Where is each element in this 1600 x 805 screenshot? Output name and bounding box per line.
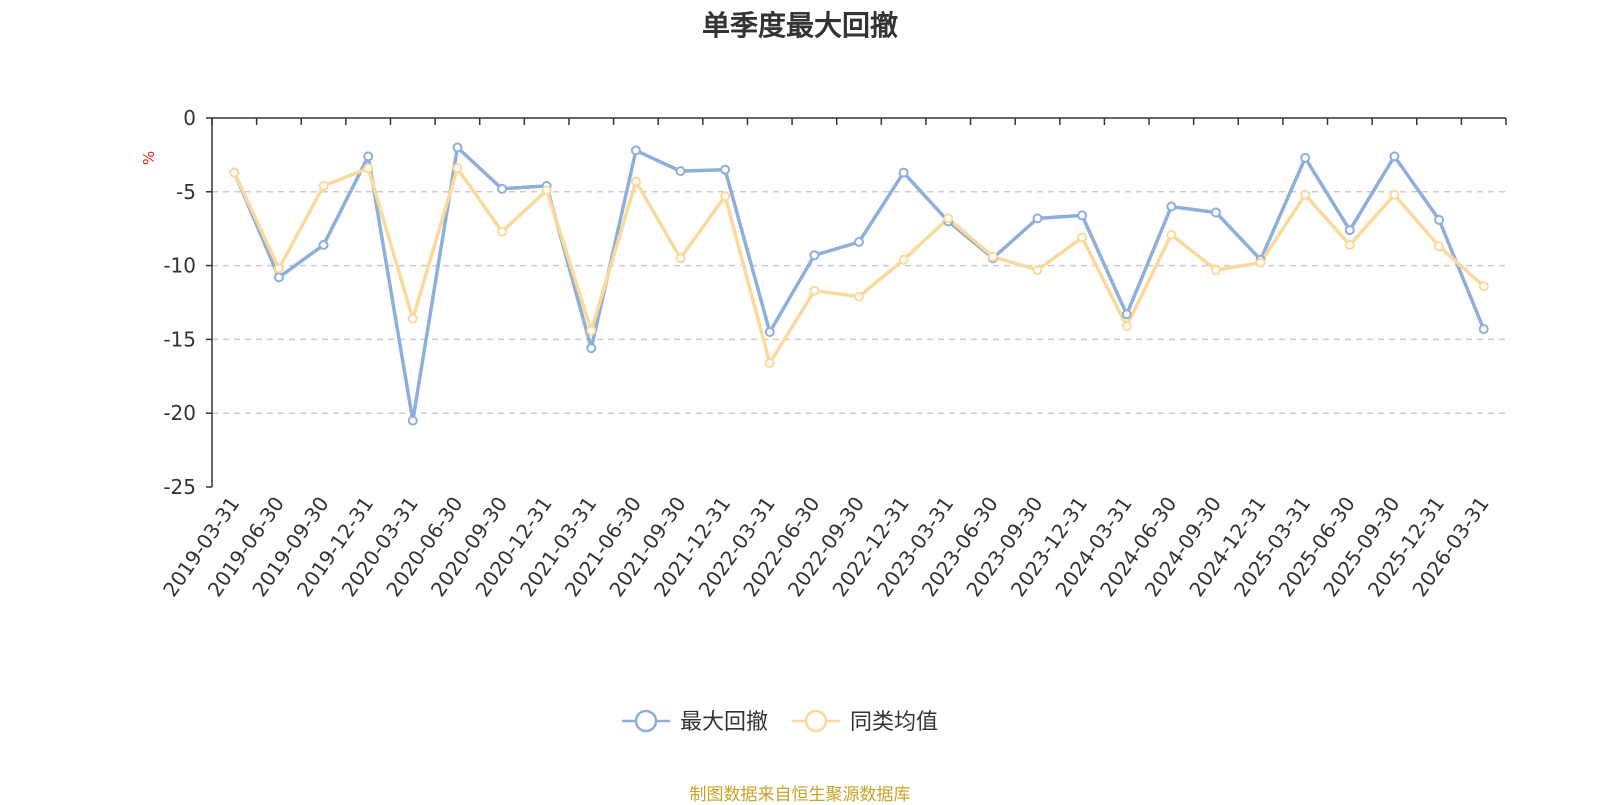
series-1-point — [452, 142, 463, 153]
chart-title: 单季度最大回撤 — [701, 9, 898, 42]
series-2-point — [1032, 265, 1043, 276]
legend-marker-1 — [634, 709, 658, 733]
series-2-point — [1255, 257, 1266, 268]
legend-label-2: 同类均值 — [850, 710, 938, 735]
series-1-point — [854, 236, 864, 247]
y-tick-label: -25 — [163, 475, 196, 499]
y-tick-label: -15 — [163, 327, 196, 351]
series-1-point — [675, 166, 686, 177]
axis-layer: 0-5-10-15-20-25%2019-03-312019-06-302019… — [140, 106, 1507, 601]
series-2-point — [541, 185, 552, 196]
legend-marker-2 — [804, 709, 828, 733]
series-2-point — [229, 167, 240, 178]
series-1-point — [809, 250, 820, 261]
series-1-point — [1344, 225, 1355, 236]
series-1-point — [1077, 210, 1088, 221]
series-1-point — [1032, 213, 1043, 224]
series-2-point — [273, 263, 284, 274]
y-tick-label: 0 — [183, 106, 196, 130]
series-2-point — [720, 191, 731, 202]
series-1-point — [720, 164, 731, 175]
series-layer — [229, 142, 1489, 426]
series-1-point — [1210, 207, 1221, 218]
series-1-point — [630, 145, 641, 156]
series-2-point — [1121, 321, 1132, 332]
y-tick-label: -10 — [163, 254, 196, 278]
series-2-point — [1210, 265, 1221, 276]
legend: 最大回撤 同类均值 — [622, 709, 938, 735]
series-1-point — [407, 415, 418, 426]
series-1-point — [363, 151, 374, 162]
series-2-point — [987, 251, 998, 262]
series-1-point — [764, 327, 775, 338]
series-1-point — [586, 343, 597, 354]
y-tick-label: -20 — [163, 401, 196, 425]
series-2-point — [854, 291, 864, 302]
series-2-point — [630, 176, 641, 187]
series-1-point — [1121, 309, 1132, 320]
series-2-point — [675, 253, 686, 264]
source-note: 制图数据来自恒生聚源数据库 — [689, 785, 911, 805]
series-2-point — [1389, 189, 1400, 200]
series-1-point — [1434, 214, 1445, 225]
series-1-point — [1300, 152, 1311, 163]
series-2-point — [586, 325, 597, 336]
y-axis-label: % — [140, 151, 158, 165]
series-2-point — [943, 213, 954, 224]
series-2-point — [318, 180, 329, 191]
series-2-point — [497, 226, 508, 237]
series-1-point — [1389, 151, 1400, 162]
series-2-point — [1478, 281, 1489, 292]
series-2-point — [764, 358, 775, 369]
series-2-point — [1077, 232, 1088, 243]
series-1-point — [1478, 324, 1489, 335]
legend-label-1: 最大回撤 — [680, 710, 768, 735]
series-2-point — [809, 285, 820, 296]
series-2-point — [1300, 189, 1311, 200]
series-1-point — [318, 239, 329, 250]
line-chart: 0-5-10-15-20-25%2019-03-312019-06-302019… — [140, 106, 1507, 735]
series-1-point — [497, 183, 508, 194]
series-2-point — [898, 254, 909, 265]
series-2-point — [1166, 229, 1177, 240]
series-2-point — [407, 313, 418, 324]
series-1-point — [898, 167, 909, 178]
series-2-point — [452, 163, 463, 174]
series-2-point — [1344, 239, 1355, 250]
series-1-point — [273, 272, 284, 283]
series-1-point — [1166, 201, 1177, 212]
series-2-point — [363, 163, 374, 174]
y-tick-label: -5 — [176, 180, 196, 204]
series-2-point — [1434, 241, 1445, 252]
